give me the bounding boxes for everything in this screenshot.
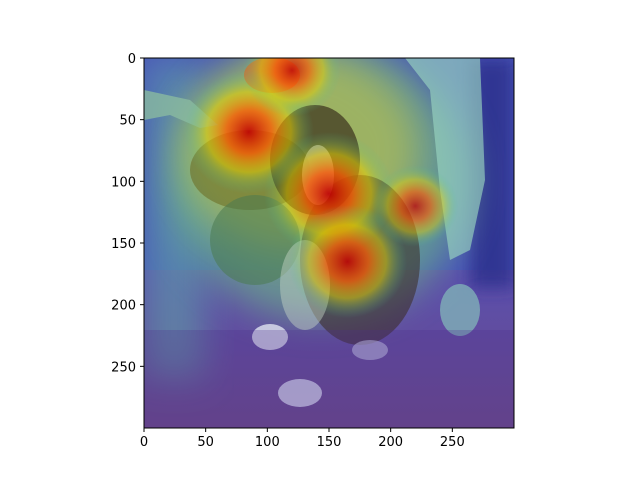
heat-hotspot: [372, 165, 459, 247]
x-tick-label: 50: [197, 435, 214, 450]
heat-hotspot: [243, 58, 341, 117]
x-tick-label: 150: [317, 435, 342, 450]
y-axis: 0 50 100 150 200 250: [111, 52, 144, 375]
y-tick-label: 150: [111, 237, 136, 252]
x-tick-label: 0: [140, 435, 148, 450]
x-tick-label: 250: [440, 435, 465, 450]
heat-hotspot: [288, 204, 407, 319]
x-tick-label: 100: [255, 435, 280, 450]
x-axis: 0 50 100 150 200 250: [140, 428, 465, 450]
y-tick-label: 0: [128, 52, 136, 67]
heat-hotspots: [183, 58, 459, 319]
y-tick-label: 100: [111, 175, 136, 190]
y-tick-label: 50: [119, 114, 136, 129]
y-tick-label: 200: [111, 299, 136, 314]
y-tick-label: 250: [111, 360, 136, 375]
heatmap-image: [144, 58, 514, 428]
x-tick-label: 200: [378, 435, 403, 450]
